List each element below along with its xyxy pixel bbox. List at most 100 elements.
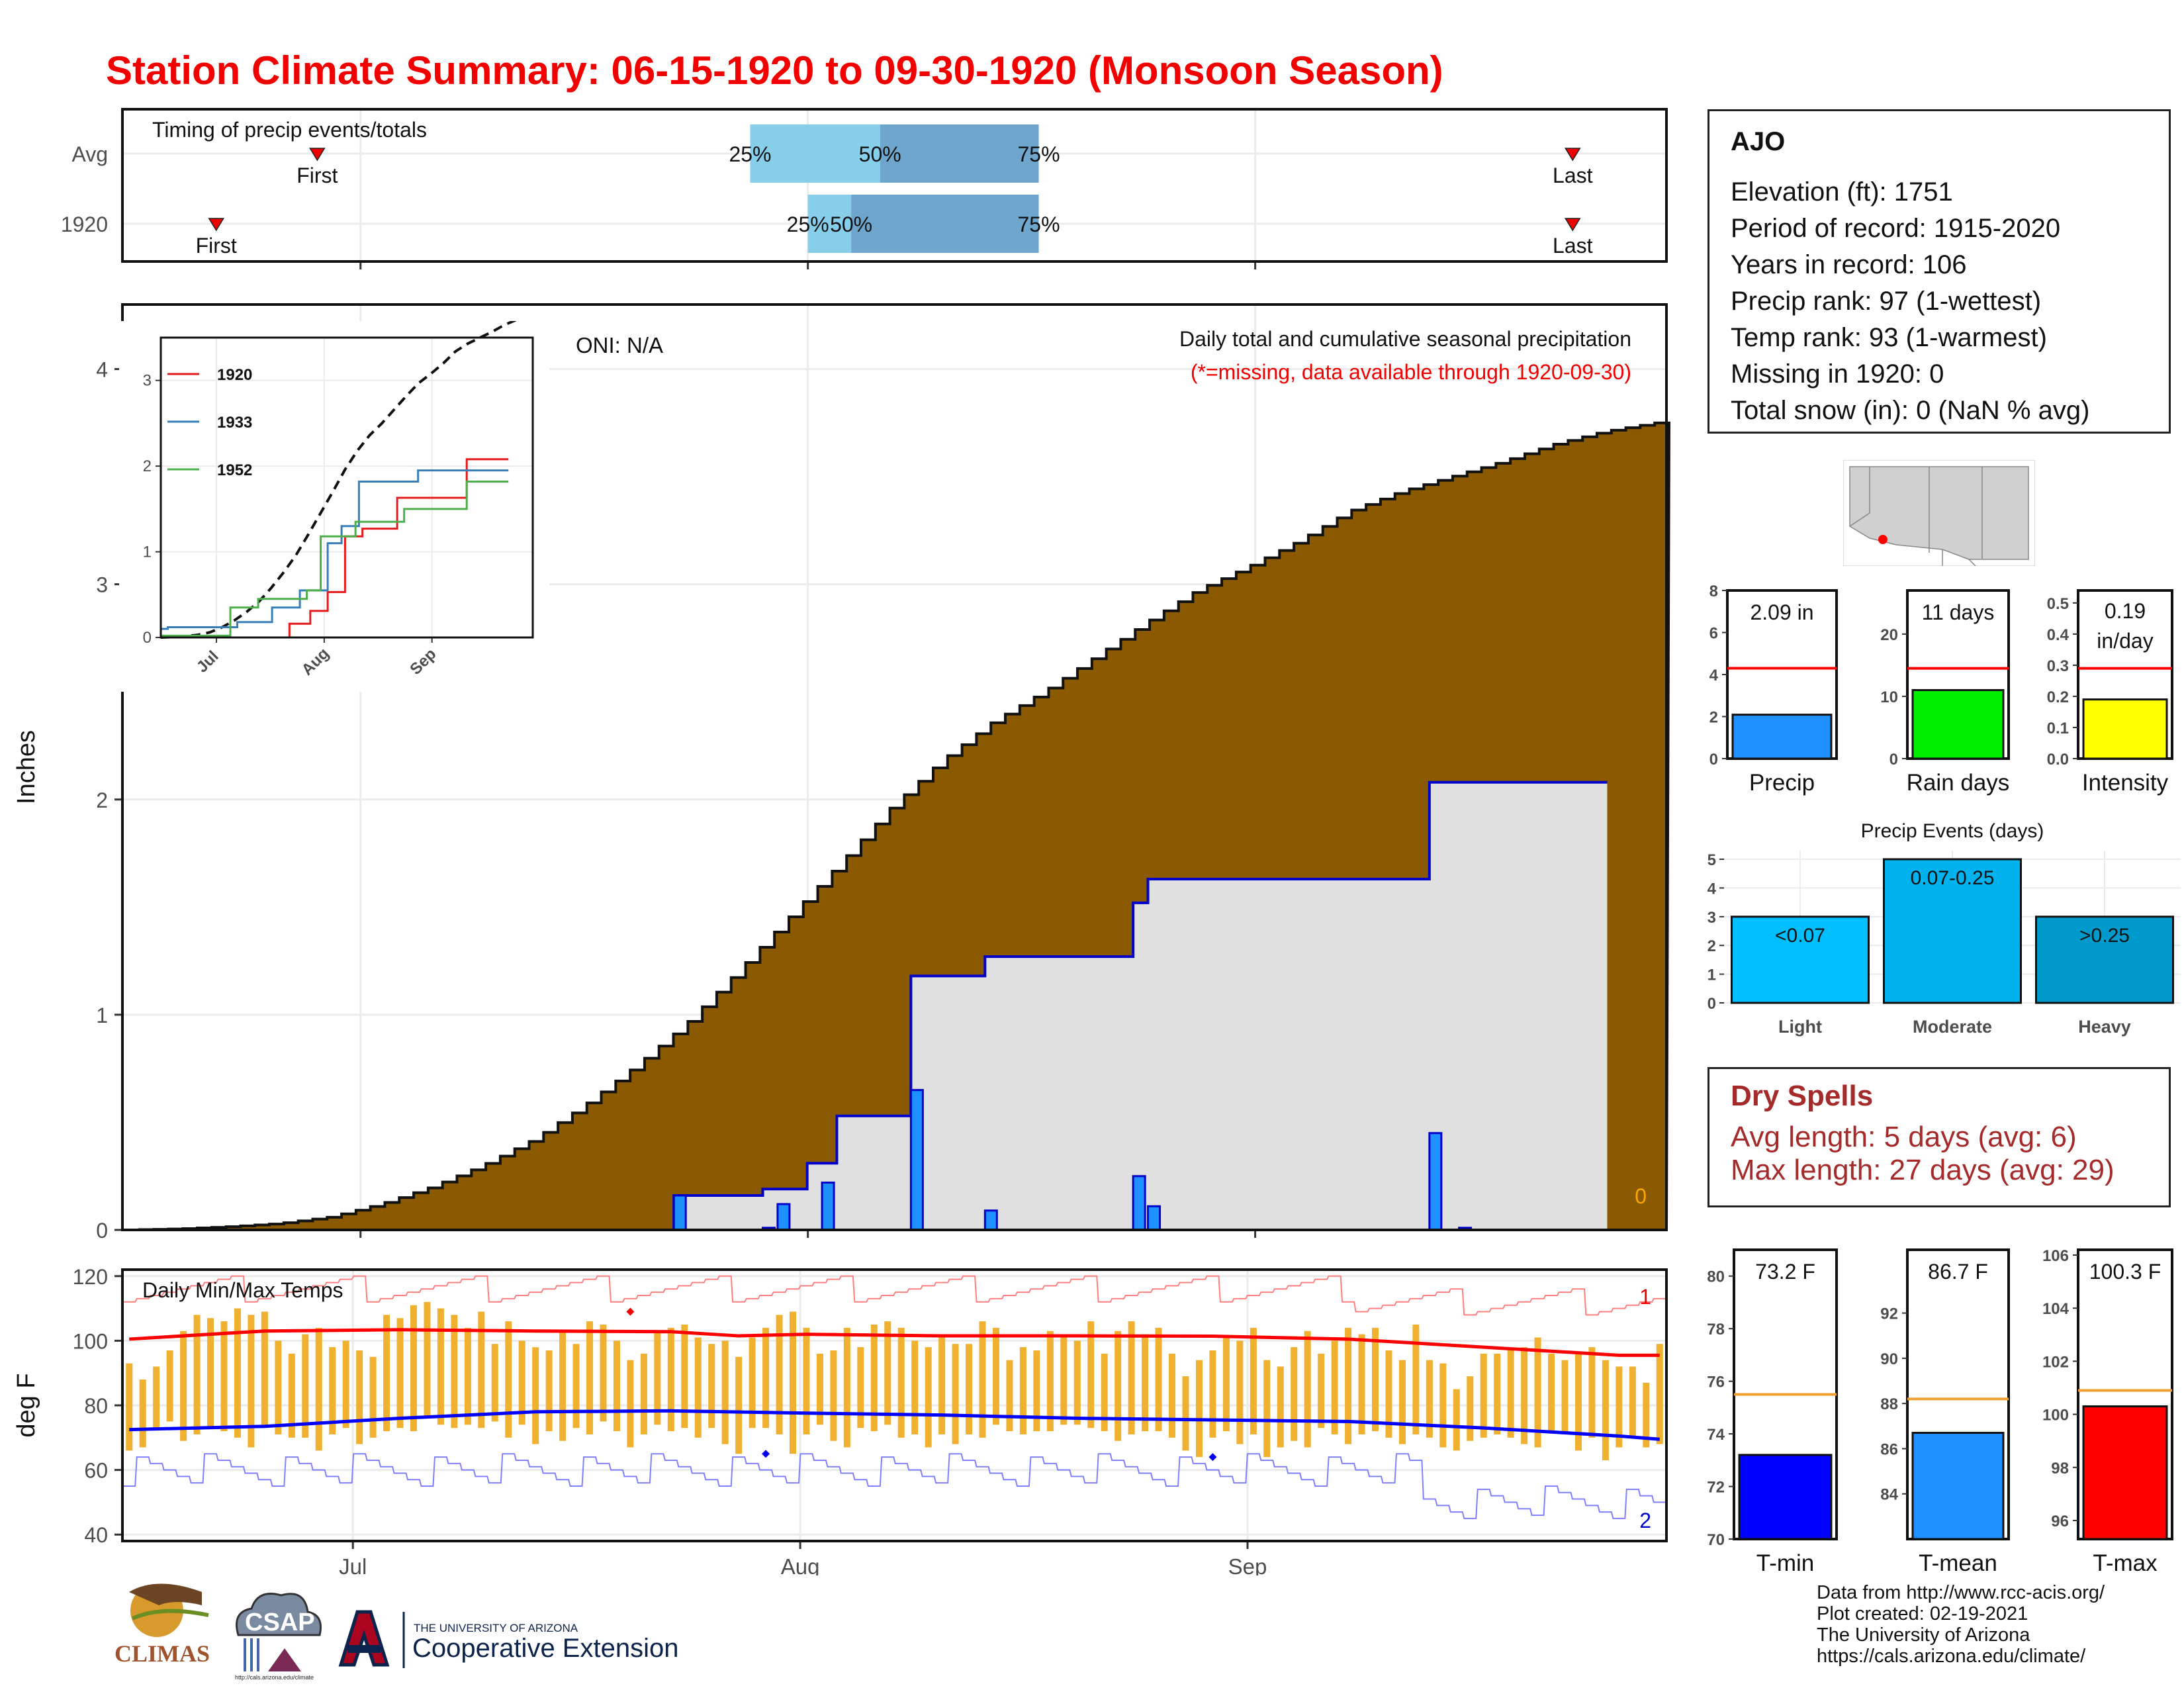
precip-frame: [121, 303, 1668, 1231]
timing-marker-last: [1564, 148, 1581, 162]
daily-temp-bar: [166, 1350, 173, 1422]
daily-temp-bar: [518, 1340, 525, 1425]
intensity-value-label: in/day: [2097, 629, 2153, 653]
events-category-label: Light: [1778, 1017, 1822, 1037]
timing-label-p75: 75%: [1018, 212, 1060, 236]
precip-chart-title: Daily total and cumulative seasonal prec…: [1179, 327, 1631, 351]
timing-label-last: Last: [1553, 234, 1593, 258]
daily-temp-bar: [1467, 1376, 1474, 1441]
tmean-value-label: 86.7 F: [1928, 1260, 1988, 1284]
temp-x-tick-label: Sep: [1228, 1554, 1267, 1575]
daily-temp-bar: [1331, 1340, 1338, 1434]
daily-temp-bar: [329, 1347, 336, 1434]
timing-band-upper: [851, 195, 1039, 253]
logos: CLIMAS CSAP http://cals.arizona.edu/clim…: [114, 1583, 678, 1681]
daily-temp-bar: [1534, 1337, 1541, 1448]
daily-temp-bar: [424, 1301, 431, 1419]
tmin-category-label: T-min: [1756, 1550, 1815, 1576]
oni-label: ONI: N/A: [576, 333, 663, 357]
timing-marker-last: [1564, 218, 1581, 232]
daily-temp-bar: [667, 1327, 674, 1432]
intensity-y-tick-label: 0.2: [2047, 688, 2069, 706]
daily-temp-bar: [1398, 1360, 1406, 1444]
tmax-chart: 96 98 100 102 104 106 100.3 F T-max: [2042, 1247, 2173, 1576]
daily-temp-bar: [1019, 1347, 1026, 1434]
daily-temp-bar: [1412, 1324, 1420, 1434]
daily-temp-bar: [803, 1327, 810, 1434]
daily-temp-bar: [1507, 1350, 1514, 1438]
tmax-y-tick-label: 102: [2042, 1353, 2069, 1371]
station-missing: Missing in 1920: 0: [1731, 359, 1944, 389]
events-y-tick-label: 5: [1707, 851, 1716, 869]
daily-temp-bar: [640, 1353, 647, 1434]
daily-temp-bar: [437, 1308, 444, 1425]
timing-title: Timing of precip events/totals: [152, 118, 427, 142]
events-bar-label: <0.07: [1775, 925, 1825, 947]
ua-logo-line1: THE UNIVERSITY OF ARIZONA: [414, 1622, 578, 1634]
daily-temp-bar: [1574, 1353, 1582, 1451]
daily-temp-bar: [1304, 1331, 1311, 1448]
record-low-marker: [1208, 1453, 1217, 1462]
timing-label-p50: 50%: [859, 142, 901, 166]
daily-precip-bar: [1132, 1175, 1146, 1231]
daily-temp-bar: [870, 1324, 878, 1432]
station-period: Period of record: 1915-2020: [1731, 214, 2061, 243]
timing-band-upper: [880, 124, 1039, 183]
inset-bg: [119, 321, 549, 692]
events-bar: [1731, 915, 1870, 1004]
inset-legend-label: 1920: [217, 366, 252, 384]
tmin-y-tick-label: 80: [1707, 1268, 1725, 1286]
daily-temp-bar: [654, 1331, 661, 1425]
credit-line: Plot created: 02-19-2021: [1817, 1603, 2028, 1624]
daily-temp-bar: [220, 1321, 228, 1432]
inset-series-line-1952: [161, 480, 509, 637]
timing-row-label: Avg: [71, 142, 108, 166]
temp-y-axis-label: deg F: [13, 1373, 40, 1437]
events-y-tick-label: 4: [1707, 880, 1717, 898]
tmin-y-tick-label: 78: [1707, 1321, 1725, 1338]
daily-temp-bar: [126, 1363, 133, 1451]
daily-temp-bar: [261, 1311, 268, 1429]
events-bar-label: >0.25: [2079, 925, 2130, 947]
rain_days-y-tick-label: 0: [1889, 751, 1898, 769]
daily-temp-bar: [1358, 1334, 1365, 1434]
daily-temp-bar: [248, 1315, 255, 1448]
record-high-marker: [626, 1307, 635, 1316]
timing-label-first: First: [296, 164, 338, 187]
tmean-y-tick-label: 90: [1880, 1350, 1898, 1368]
daily-temp-bar: [153, 1366, 160, 1429]
daily-temp-bar: [613, 1340, 620, 1432]
timing-marker-first: [208, 218, 225, 232]
daily-temp-bar: [396, 1318, 404, 1429]
daily-temp-bar: [207, 1318, 214, 1429]
daily-precip-bar: [821, 1181, 835, 1231]
station-info-box: AJO Elevation (ft): 1751 Period of recor…: [1707, 109, 2171, 434]
timing-label-last: Last: [1553, 164, 1593, 187]
timing-row-label: 1920: [61, 212, 108, 236]
tmin-bar: [1738, 1454, 1833, 1540]
daily-temp-bar: [708, 1344, 715, 1429]
rain_days-y-tick-label: 10: [1880, 688, 1898, 706]
daily-temp-bar: [925, 1347, 932, 1448]
tmean-bar: [1911, 1432, 2005, 1540]
precip_total-y-tick-label: 0: [1709, 751, 1718, 769]
station-temp-rank: Temp rank: 93 (1-warmest): [1731, 323, 2047, 352]
daily-temp-bar: [1169, 1353, 1176, 1438]
inset-legend-label: 1933: [217, 414, 252, 432]
daily-temp-bar: [1548, 1353, 1555, 1432]
rain_days-bar: [1911, 689, 2005, 760]
tmax-y-tick-label: 104: [2042, 1300, 2070, 1318]
location-map: [1843, 460, 2035, 566]
record-high-line: [123, 1275, 1666, 1316]
daily-temp-bar: [992, 1327, 999, 1425]
tmean-y-tick-label: 92: [1880, 1305, 1898, 1323]
timing-band-lower: [750, 124, 880, 183]
tmax-y-tick-label: 96: [2051, 1513, 2069, 1530]
ua-logo-line2: Cooperative Extension: [412, 1634, 678, 1663]
daily-temp-bar: [776, 1315, 783, 1434]
daily-temp-bar: [627, 1360, 634, 1448]
daily-temp-bar: [532, 1347, 539, 1444]
daily-temp-bar: [816, 1353, 823, 1425]
intensity-y-tick-label: 0.4: [2047, 626, 2070, 644]
